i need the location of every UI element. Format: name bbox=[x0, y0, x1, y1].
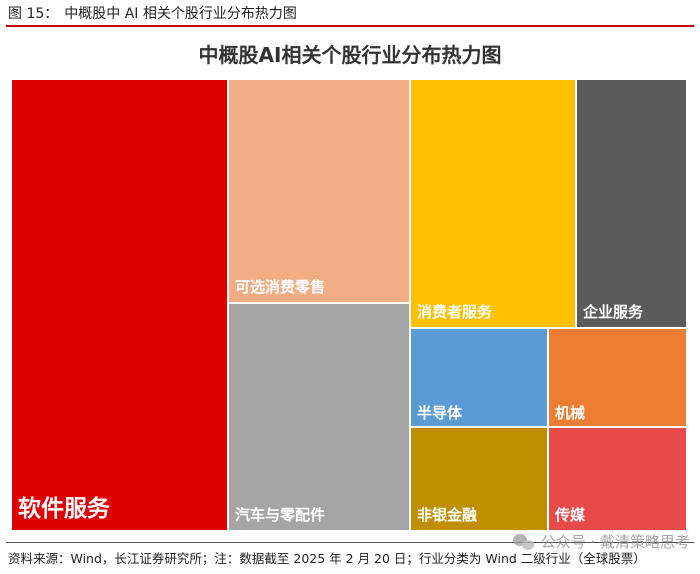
figure-number: 图 15： bbox=[8, 6, 59, 22]
treemap-tile-3 bbox=[411, 80, 575, 327]
chart-title: 中概股AI相关个股行业分布热力图 bbox=[198, 43, 502, 67]
treemap-tile-7 bbox=[411, 428, 547, 530]
treemap-label-3: 消费者服务 bbox=[417, 303, 493, 321]
figure-header: 图 15： 中概股中 AI 相关个股行业分布热力图 bbox=[8, 4, 692, 24]
treemap-label-2: 汽车与零配件 bbox=[235, 506, 325, 524]
treemap-tile-4 bbox=[577, 80, 686, 327]
treemap-label-4: 企业服务 bbox=[582, 303, 644, 321]
footer-rule bbox=[6, 542, 694, 543]
figure-title: 中概股中 AI 相关个股行业分布热力图 bbox=[64, 6, 297, 22]
treemap-label-5: 半导体 bbox=[417, 404, 463, 422]
treemap-label-1: 可选消费零售 bbox=[235, 278, 325, 296]
treemap-label-8: 传媒 bbox=[554, 506, 586, 524]
treemap-label-7: 非银金融 bbox=[417, 506, 477, 524]
treemap-label-6: 机械 bbox=[555, 404, 585, 422]
source-note: 资料来源：Wind，长江证券研究所；注：数据截至 2025 年 2 月 20 日… bbox=[8, 551, 646, 566]
treemap-tile-0 bbox=[12, 80, 227, 530]
treemap-tile-6 bbox=[549, 329, 686, 426]
treemap-tile-5 bbox=[411, 329, 547, 426]
header-rule bbox=[6, 25, 694, 27]
treemap-label-0: 软件服务 bbox=[18, 495, 111, 522]
wechat-icon bbox=[512, 533, 535, 551]
watermark: 公众号 · 戴清策略思考 bbox=[512, 530, 690, 554]
treemap-tile-1 bbox=[229, 80, 409, 302]
treemap-tile-8 bbox=[549, 428, 686, 530]
watermark-text: 公众号 · 戴清策略思考 bbox=[540, 533, 690, 551]
treemap-tile-2 bbox=[229, 304, 409, 530]
